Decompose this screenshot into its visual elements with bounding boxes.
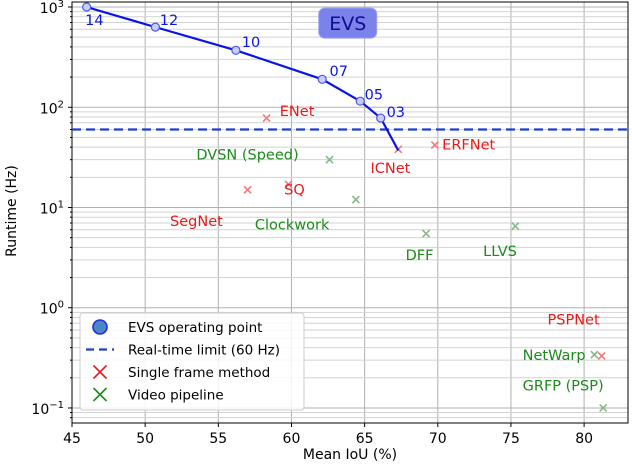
video-pipeline-label: LLVS xyxy=(483,244,517,260)
data-layer xyxy=(72,2,628,413)
evs-operating-point xyxy=(317,74,327,84)
single-frame-marker xyxy=(284,180,293,189)
legend-layer: EVS operating point Real-time limit (60 H… xyxy=(79,312,305,411)
cross-stroke xyxy=(92,387,108,402)
evs-point-label: 07 xyxy=(330,64,348,80)
cross-stroke xyxy=(599,403,608,413)
cross-stroke xyxy=(262,114,271,123)
single-frame-label: PSPNet xyxy=(548,313,600,329)
y-tick-label: 10−1 xyxy=(31,400,64,418)
x-tick-label: 80 xyxy=(575,431,593,447)
cross-stroke xyxy=(325,155,334,164)
cross-stroke xyxy=(597,351,606,361)
evs-point-label: 12 xyxy=(160,13,178,29)
video-pipeline-label: DVSN (Speed) xyxy=(196,148,298,164)
video-pipeline-marker xyxy=(325,155,334,164)
x-tick-label: 75 xyxy=(502,431,520,447)
evs-point-label: 03 xyxy=(387,105,405,121)
evs-operating-point xyxy=(150,22,160,32)
video-pipeline-label: Clockwork xyxy=(255,218,330,234)
cross-stroke xyxy=(430,140,439,150)
single-frame-marker xyxy=(262,114,271,123)
cross-stroke xyxy=(284,180,293,189)
x-tick-label: 65 xyxy=(356,431,374,447)
y-axis-label: Runtime (Hz) xyxy=(4,165,20,257)
y-tick-label: 103 xyxy=(40,0,64,17)
title-layer: EVS xyxy=(318,7,378,39)
cross-stroke xyxy=(590,350,599,359)
single-frame-label: SQ xyxy=(284,182,305,198)
evs-point-label: 10 xyxy=(242,35,260,51)
single-frame-marker xyxy=(243,185,252,194)
x-tick-label: 55 xyxy=(209,431,227,447)
video-pipeline-marker xyxy=(422,229,431,238)
video-pipeline-label: DFF xyxy=(406,248,434,264)
cross-stroke xyxy=(351,195,360,204)
video-pipeline-label: NetWarp xyxy=(523,348,586,364)
video-pipeline-marker xyxy=(351,195,360,204)
x-tick-label: 45 xyxy=(63,431,81,447)
legend-green-cross-icon xyxy=(92,387,108,402)
video-pipeline-marker xyxy=(599,403,608,413)
single-frame-label: SegNet xyxy=(170,214,223,230)
ticks-layer: 45 50 55 60 65 70 75 80 10−1 100 101 102 103 xyxy=(31,0,593,447)
legend-box xyxy=(79,312,305,411)
evs-operating-point xyxy=(355,96,365,106)
y-tick-label: 102 xyxy=(40,99,64,117)
evs-point-label: 05 xyxy=(365,87,383,103)
legend-point-icon xyxy=(92,319,108,335)
single-frame-marker xyxy=(430,140,439,150)
legend-label: EVS operating point xyxy=(128,320,262,336)
evs-title-text: EVS xyxy=(329,13,366,35)
single-frame-marker xyxy=(597,351,606,361)
y-tick-label: 100 xyxy=(40,300,64,318)
cross-stroke xyxy=(511,222,520,231)
cross-stroke xyxy=(243,185,252,194)
y-tick-label: 101 xyxy=(40,199,64,217)
evs-operating-point xyxy=(231,45,241,55)
single-frame-label: ERFNet xyxy=(442,137,495,153)
x-tick-label: 70 xyxy=(429,431,447,447)
evs-point-label: 14 xyxy=(85,13,103,29)
video-pipeline-marker xyxy=(511,222,520,231)
legend-label: Real-time limit (60 Hz) xyxy=(128,343,280,359)
x-tick-label: 60 xyxy=(283,431,301,447)
legend-label: Single frame method xyxy=(128,365,270,381)
labels-layer: ENet ICNet ERFNet SegNet SQ PSPNet DVSN (Speed… xyxy=(85,13,603,394)
single-frame-label: ENet xyxy=(280,104,315,120)
legend-label: Video pipeline xyxy=(128,388,224,404)
legend-red-cross-icon xyxy=(92,364,108,380)
video-pipeline-label: GRFP (PSP) xyxy=(523,378,604,394)
evs-operating-point xyxy=(376,113,386,123)
x-tick-label: 50 xyxy=(136,431,154,447)
cross-stroke xyxy=(92,364,108,380)
evs-title-box xyxy=(318,7,378,39)
x-axis-label: Mean IoU (%) xyxy=(303,447,397,463)
video-pipeline-marker xyxy=(590,350,599,359)
evs-operating-point xyxy=(82,2,92,12)
single-frame-label: ICNet xyxy=(370,161,410,177)
cross-stroke xyxy=(422,229,431,238)
